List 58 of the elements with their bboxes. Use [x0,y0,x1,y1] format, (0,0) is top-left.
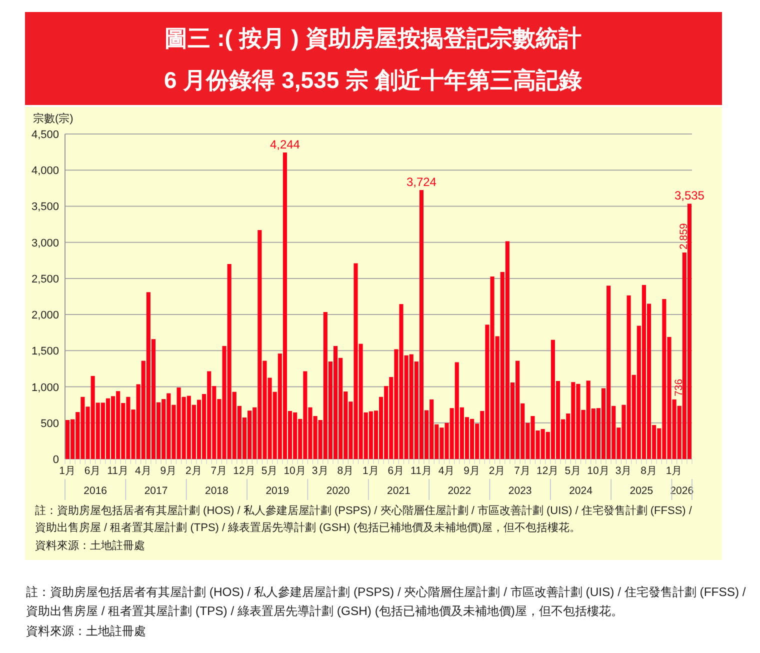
x-tick-label: 3月 [615,465,632,477]
x-tick-label: 5月 [564,465,582,477]
chart-title: 圖三 :( 按月 ) 資助房屋按揭登記宗數統計 [164,25,582,51]
x-tick-label: 6月 [388,465,405,477]
text: 2025 [630,485,654,497]
x-tick-label: 1月 [362,465,380,477]
x-tick-label: 2月 [186,465,202,477]
x-tick-label: 10月 [284,465,306,477]
x-tick-label: 6月 [84,465,102,477]
data-label: 2,859 [678,223,690,250]
x-tick-label: 1月 [59,465,76,477]
y-tick-label: 3,000 [31,237,59,250]
y-tick-label: 2,000 [31,310,59,322]
text: 2017 [144,485,168,497]
x-tick-label: 4月 [438,465,456,477]
source-note: 資料來源：土地註冊處 [26,622,147,640]
text: 2023 [508,485,532,497]
x-tick-label: 11月 [107,465,130,477]
source-note: 資料來源：土地註冊處 [35,538,146,554]
text: 2020 [326,485,350,497]
x-tick-label: 7月 [210,465,228,477]
x-tick-label: 10月 [587,465,610,477]
y-tick-label: 4,500 [31,129,59,141]
x-tick-label: 9月 [160,465,178,477]
y-tick-label: 1,500 [31,346,59,358]
x-tick-label: 7月 [514,465,532,477]
y-tick-label: 4,000 [31,165,59,178]
y-tick-label: 1,000 [31,382,59,394]
text: 2024 [569,485,593,497]
text: 2021 [387,485,411,497]
text: 2018 [205,485,229,497]
data-label: 4,244 [270,137,300,152]
text: 2022 [448,485,472,497]
x-tick-label: 12月 [233,465,256,477]
y-tick-label: 2,500 [31,273,59,286]
text: 註：資助房屋包括居者有其屋計劃 (HOS) / 私人參建居屋計劃 (PSPS) / 夾心階層住屋計劃 / 市區改善計劃 (UIS) / 住宅發售計劃 (FFSS) / 資助出售房屋 / 租者置其屋計劃 (TPS) / 綠表置居先導計劃 (GSH) (包括已補地價及未補地價)屋，但不包括樓花。 [26,584,746,620]
chart-subtitle: 6 月份錄得 3,535 宗 創近十年第三高記錄 [164,67,582,93]
y-tick-label: 3,500 [31,201,59,214]
data-label: 3,535 [674,188,705,203]
text: 2019 [266,485,290,497]
text: 註：資助房屋包括居者有其屋計劃 (HOS) / 私人參建居屋計劃 (PSPS) / 夾心階層住屋計劃 / 市區改善計劃 (UIS) / 住宅發售計劃 (FFSS) / 資助出售房屋 / 租者置其屋計劃 (TPS) / 綠表置居先導計劃 (GSH) (包括已補地價及未補地價)屋，但不包括樓花。 [35,504,693,536]
y-tick-label: 0 [52,454,59,466]
y-axis-title: 宗數(宗) [33,112,74,125]
x-tick-label: 1月 [666,465,683,477]
data-label: 736 [672,378,685,396]
x-tick-label: 8月 [337,465,354,477]
text: 2016 [84,485,108,497]
x-tick-label: 12月 [536,465,560,477]
y-tick-label: 500 [40,418,59,430]
x-tick-label: 9月 [464,465,480,477]
x-tick-label: 2月 [488,465,506,477]
data-label: 3,724 [406,175,437,190]
x-tick-label: 4月 [134,465,152,477]
x-tick-label: 11月 [410,465,432,477]
x-tick-label: 3月 [312,465,329,477]
x-tick-label: 5月 [261,465,278,477]
text: 2026 [670,485,694,497]
x-tick-label: 8月 [640,465,658,477]
